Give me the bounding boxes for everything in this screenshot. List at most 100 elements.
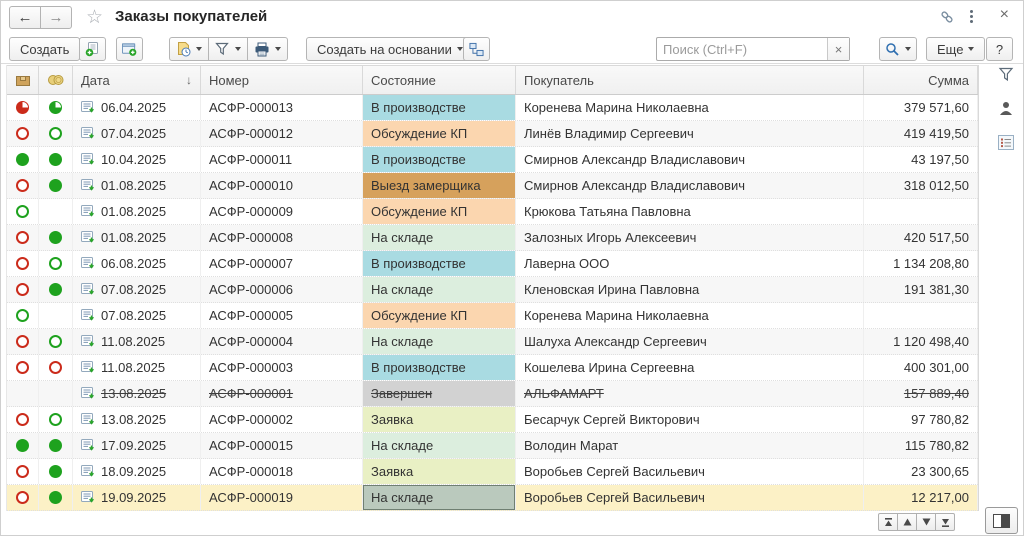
number-cell[interactable]: АСФР-000005: [201, 303, 363, 328]
favorite-star-icon[interactable]: ☆: [86, 7, 104, 28]
number-cell[interactable]: АСФР-000010: [201, 173, 363, 198]
state-cell[interactable]: Обсуждение КП: [363, 199, 516, 224]
table-row[interactable]: 17.09.2025 АСФР-000015 На складе Володин…: [7, 433, 978, 459]
shipment-status-cell[interactable]: [7, 95, 39, 120]
payment-status-cell[interactable]: [39, 407, 73, 432]
date-cell[interactable]: 11.08.2025: [73, 355, 201, 380]
payment-status-cell[interactable]: [39, 381, 73, 406]
create-from-form-button[interactable]: [116, 37, 143, 61]
payment-status-cell[interactable]: [39, 147, 73, 172]
go-next-button[interactable]: [916, 513, 936, 531]
column-header-sum[interactable]: Сумма: [864, 66, 978, 94]
shipment-status-cell[interactable]: [7, 199, 39, 224]
number-cell[interactable]: АСФР-000011: [201, 147, 363, 172]
shipment-status-cell[interactable]: [7, 485, 39, 510]
search-clear-button[interactable]: ×: [827, 38, 849, 60]
get-link-icon[interactable]: [939, 9, 955, 28]
state-cell[interactable]: В производстве: [363, 95, 516, 120]
customer-cell[interactable]: Залозных Игорь Алексеевич: [516, 225, 864, 250]
state-cell[interactable]: На складе: [363, 329, 516, 354]
customer-cell[interactable]: Бесарчук Сергей Викторович: [516, 407, 864, 432]
number-cell[interactable]: АСФР-000012: [201, 121, 363, 146]
state-cell[interactable]: Обсуждение КП: [363, 121, 516, 146]
state-cell[interactable]: На складе: [363, 485, 516, 510]
column-header-customer[interactable]: Покупатель: [516, 66, 864, 94]
date-cell[interactable]: 07.04.2025: [73, 121, 201, 146]
state-cell[interactable]: На складе: [363, 225, 516, 250]
number-cell[interactable]: АСФР-000001: [201, 381, 363, 406]
table-row[interactable]: 10.04.2025 АСФР-000011 В производстве См…: [7, 147, 978, 173]
number-cell[interactable]: АСФР-000002: [201, 407, 363, 432]
payment-status-cell[interactable]: [39, 95, 73, 120]
kebab-menu-icon[interactable]: [964, 8, 979, 25]
payment-status-cell[interactable]: [39, 459, 73, 484]
payment-status-cell[interactable]: [39, 433, 73, 458]
number-cell[interactable]: АСФР-000007: [201, 251, 363, 276]
state-cell[interactable]: Завершен: [363, 381, 516, 406]
customer-cell[interactable]: Лаверна ООО: [516, 251, 864, 276]
state-cell[interactable]: В производстве: [363, 147, 516, 172]
date-cell[interactable]: 13.08.2025: [73, 407, 201, 432]
payment-status-cell[interactable]: [39, 199, 73, 224]
date-cell[interactable]: 01.08.2025: [73, 199, 201, 224]
date-cell[interactable]: 18.09.2025: [73, 459, 201, 484]
number-cell[interactable]: АСФР-000018: [201, 459, 363, 484]
date-cell[interactable]: 07.08.2025: [73, 303, 201, 328]
state-cell[interactable]: Заявка: [363, 407, 516, 432]
number-cell[interactable]: АСФР-000004: [201, 329, 363, 354]
search-options-button[interactable]: [879, 37, 917, 61]
table-row[interactable]: 07.08.2025 АСФР-000006 На складе Кленовс…: [7, 277, 978, 303]
table-row[interactable]: 01.08.2025 АСФР-000010 Выезд замерщика С…: [7, 173, 978, 199]
table-row[interactable]: 11.08.2025 АСФР-000004 На складе Шалуха …: [7, 329, 978, 355]
shipment-status-cell[interactable]: [7, 329, 39, 354]
number-cell[interactable]: АСФР-000015: [201, 433, 363, 458]
table-row[interactable]: 06.08.2025 АСФР-000007 В производстве Ла…: [7, 251, 978, 277]
date-cell[interactable]: 10.04.2025: [73, 147, 201, 172]
filter-panel-icon[interactable]: [998, 67, 1014, 85]
customer-cell[interactable]: Линёв Владимир Сергеевич: [516, 121, 864, 146]
filter-settings-button[interactable]: [208, 37, 248, 61]
shipment-status-cell[interactable]: [7, 173, 39, 198]
go-last-button[interactable]: [935, 513, 955, 531]
customer-cell[interactable]: Коренева Марина Николаевна: [516, 303, 864, 328]
date-cell[interactable]: 01.08.2025: [73, 173, 201, 198]
shipment-status-cell[interactable]: [7, 381, 39, 406]
payment-status-cell[interactable]: [39, 277, 73, 302]
column-header-payment[interactable]: [39, 66, 73, 94]
shipment-status-cell[interactable]: [7, 459, 39, 484]
search-input[interactable]: [657, 38, 827, 60]
shipment-status-cell[interactable]: [7, 225, 39, 250]
sum-cell[interactable]: 157 889,40: [864, 381, 978, 406]
customer-cell[interactable]: Воробьев Сергей Васильевич: [516, 459, 864, 484]
back-button[interactable]: ←: [9, 6, 41, 29]
number-cell[interactable]: АСФР-000009: [201, 199, 363, 224]
order-details-panel-icon[interactable]: [998, 135, 1014, 153]
sum-cell[interactable]: 191 381,30: [864, 277, 978, 302]
number-cell[interactable]: АСФР-000013: [201, 95, 363, 120]
create-button[interactable]: Создать: [9, 37, 81, 61]
sum-cell[interactable]: 420 517,50: [864, 225, 978, 250]
state-cell[interactable]: В производстве: [363, 251, 516, 276]
sum-cell[interactable]: [864, 199, 978, 224]
date-cell[interactable]: 17.09.2025: [73, 433, 201, 458]
state-cell[interactable]: Заявка: [363, 459, 516, 484]
customer-cell[interactable]: Шалуха Александр Сергеевич: [516, 329, 864, 354]
number-cell[interactable]: АСФР-000019: [201, 485, 363, 510]
forward-button[interactable]: →: [40, 6, 72, 29]
table-row[interactable]: 06.04.2025 АСФР-000013 В производстве Ко…: [7, 95, 978, 121]
shipment-status-cell[interactable]: [7, 433, 39, 458]
shipment-status-cell[interactable]: [7, 251, 39, 276]
customer-cell[interactable]: Володин Марат: [516, 433, 864, 458]
customer-cell[interactable]: Кленовская Ирина Павловна: [516, 277, 864, 302]
close-icon[interactable]: ×: [999, 6, 1009, 23]
copy-document-button[interactable]: [79, 37, 106, 61]
payment-status-cell[interactable]: [39, 225, 73, 250]
date-cell[interactable]: 01.08.2025: [73, 225, 201, 250]
payment-status-cell[interactable]: [39, 485, 73, 510]
go-previous-button[interactable]: [897, 513, 917, 531]
create-based-on-button[interactable]: Создать на основании: [306, 37, 474, 61]
table-row[interactable]: 01.08.2025 АСФР-000008 На складе Залозны…: [7, 225, 978, 251]
customer-cell[interactable]: Кошелева Ирина Сергеевна: [516, 355, 864, 380]
column-header-shipment[interactable]: [7, 66, 39, 94]
shipment-status-cell[interactable]: [7, 355, 39, 380]
